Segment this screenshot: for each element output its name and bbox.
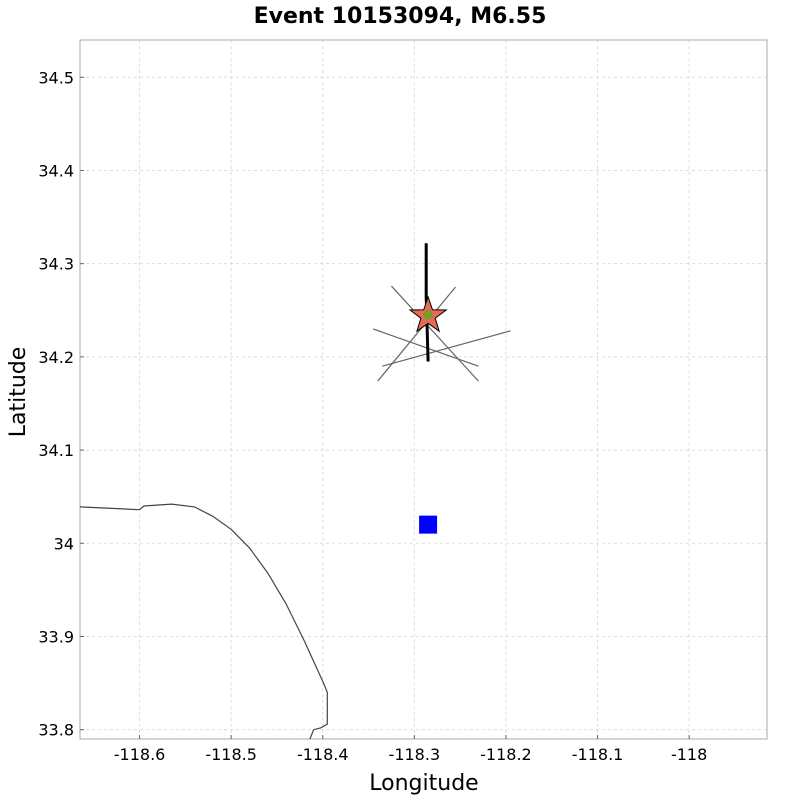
y-tick-label: 34.4 — [38, 161, 74, 180]
plot-area — [79, 39, 768, 740]
map-layers — [79, 243, 511, 740]
rupture-line — [382, 330, 511, 367]
y-tick-label: 34.2 — [38, 348, 74, 367]
plot-frame — [79, 39, 768, 740]
x-tick-label: -118.3 — [389, 745, 441, 764]
x-axis-label: Longitude — [369, 771, 478, 796]
rupture-line — [390, 285, 479, 382]
grid — [80, 40, 767, 739]
x-tick-label: -118.1 — [572, 745, 624, 764]
y-tick-label: 34.3 — [38, 255, 74, 274]
y-axis-ticks: 33.8 33.9 34 34.1 34.2 34.3 34.4 34.5 — [38, 68, 84, 740]
y-tick-label: 34.1 — [38, 441, 74, 460]
y-tick-label: 33.9 — [38, 627, 74, 646]
x-tick-label: -118.5 — [205, 745, 257, 764]
coastline — [79, 503, 328, 740]
chart-title: Event 10153094, M6.55 — [254, 4, 547, 29]
y-tick-label: 33.8 — [38, 721, 74, 740]
y-axis-label: Latitude — [6, 347, 31, 438]
x-tick-label: -118.2 — [480, 745, 532, 764]
x-tick-label: -118.4 — [297, 745, 349, 764]
x-tick-label: -118.6 — [114, 745, 166, 764]
fault-trace — [424, 243, 430, 362]
station-marker — [419, 515, 438, 534]
y-tick-label: 34.5 — [38, 68, 74, 87]
rupture-line — [377, 286, 457, 382]
x-tick-label: -118 — [671, 745, 707, 764]
y-tick-label: 34 — [54, 534, 74, 553]
hypocenter-marker — [423, 309, 434, 320]
rupture-line — [372, 328, 479, 367]
x-axis-ticks: -118.6 -118.5 -118.4 -118.3 -118.2 -118.1 -118 — [114, 735, 707, 764]
